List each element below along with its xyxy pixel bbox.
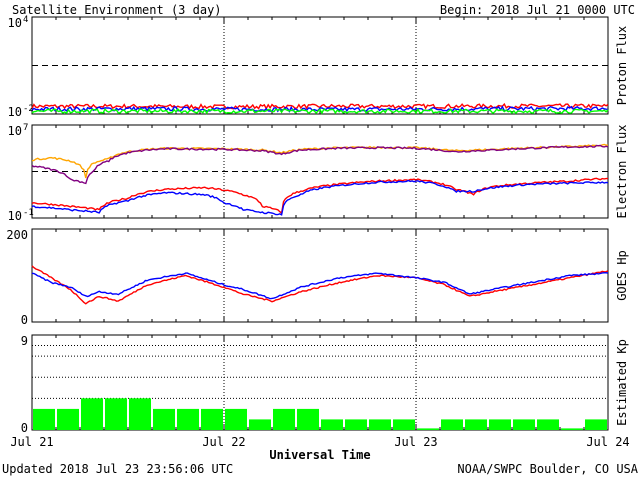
kp-bar (417, 428, 439, 430)
kp-bar (489, 419, 511, 430)
y-tick-label: 10 (8, 16, 22, 30)
y-axis-label: GOES Hp (615, 250, 629, 301)
kp-bar (321, 419, 343, 430)
kp-bar (465, 419, 487, 430)
credit-line: NOAA/SWPC Boulder, CO USA (457, 462, 638, 476)
y-tick-label: 10 (8, 124, 22, 138)
kp-bar (105, 398, 127, 430)
y-axis-label: Proton Flux (615, 26, 629, 105)
kp-bar (297, 408, 319, 430)
kp-bar (81, 398, 103, 430)
y-tick-exponent: 4 (23, 15, 28, 25)
updated-timestamp: Updated 2018 Jul 23 23:56:06 UTC (2, 462, 234, 476)
electron-flux-series-1 (31, 144, 609, 185)
kp-bar (441, 419, 463, 430)
y-tick-label: 9 (21, 334, 28, 348)
kp-bar (273, 408, 295, 430)
panel-frame-goes-hp (31, 228, 609, 323)
y-axis-label: Electron Flux (615, 125, 629, 219)
x-tick-label: Jul 23 (394, 435, 437, 449)
kp-bar (129, 398, 151, 430)
panel-frame-proton-flux (31, 16, 609, 115)
kp-bar (393, 419, 415, 430)
kp-bar (57, 408, 79, 430)
begin-time: Begin: 2018 Jul 21 0000 UTC (439, 3, 635, 17)
kp-bar (201, 408, 223, 430)
y-tick-label: 10 (8, 209, 22, 223)
kp-bar (369, 419, 391, 430)
kp-bar (585, 419, 607, 430)
goes-hp-series-1 (31, 271, 609, 300)
plot-title: Satellite Environment (3 day) (12, 3, 222, 17)
y-tick-label: 0 (21, 421, 28, 435)
y-tick-exponent: -1 (23, 208, 34, 218)
kp-bar (561, 428, 583, 430)
kp-bar (33, 408, 55, 430)
x-tick-label: Jul 24 (586, 435, 629, 449)
kp-bar (225, 408, 247, 430)
proton-flux-series-1 (31, 105, 609, 113)
x-tick-label: Jul 21 (10, 435, 53, 449)
electron-flux-series-2 (31, 177, 609, 215)
electron-flux-series-3 (31, 179, 609, 216)
kp-bar (177, 408, 199, 430)
proton-flux-series-2 (31, 107, 609, 115)
kp-bar (345, 419, 367, 430)
kp-bar (153, 408, 175, 430)
y-axis-label: Estimated Kp (615, 339, 629, 426)
kp-bar (249, 419, 271, 430)
y-tick-exponent: -2 (23, 104, 34, 114)
y-tick-label: 200 (6, 228, 28, 242)
panel-frame-electron-flux (31, 124, 609, 219)
kp-bar (513, 419, 535, 430)
x-tick-label: Jul 22 (202, 435, 245, 449)
y-tick-label: 10 (8, 105, 22, 119)
goes-hp-series-0 (31, 265, 609, 305)
kp-bar (537, 419, 559, 430)
x-axis-label: Universal Time (269, 448, 370, 462)
y-tick-label: 0 (21, 313, 28, 327)
y-tick-exponent: 7 (23, 123, 28, 133)
